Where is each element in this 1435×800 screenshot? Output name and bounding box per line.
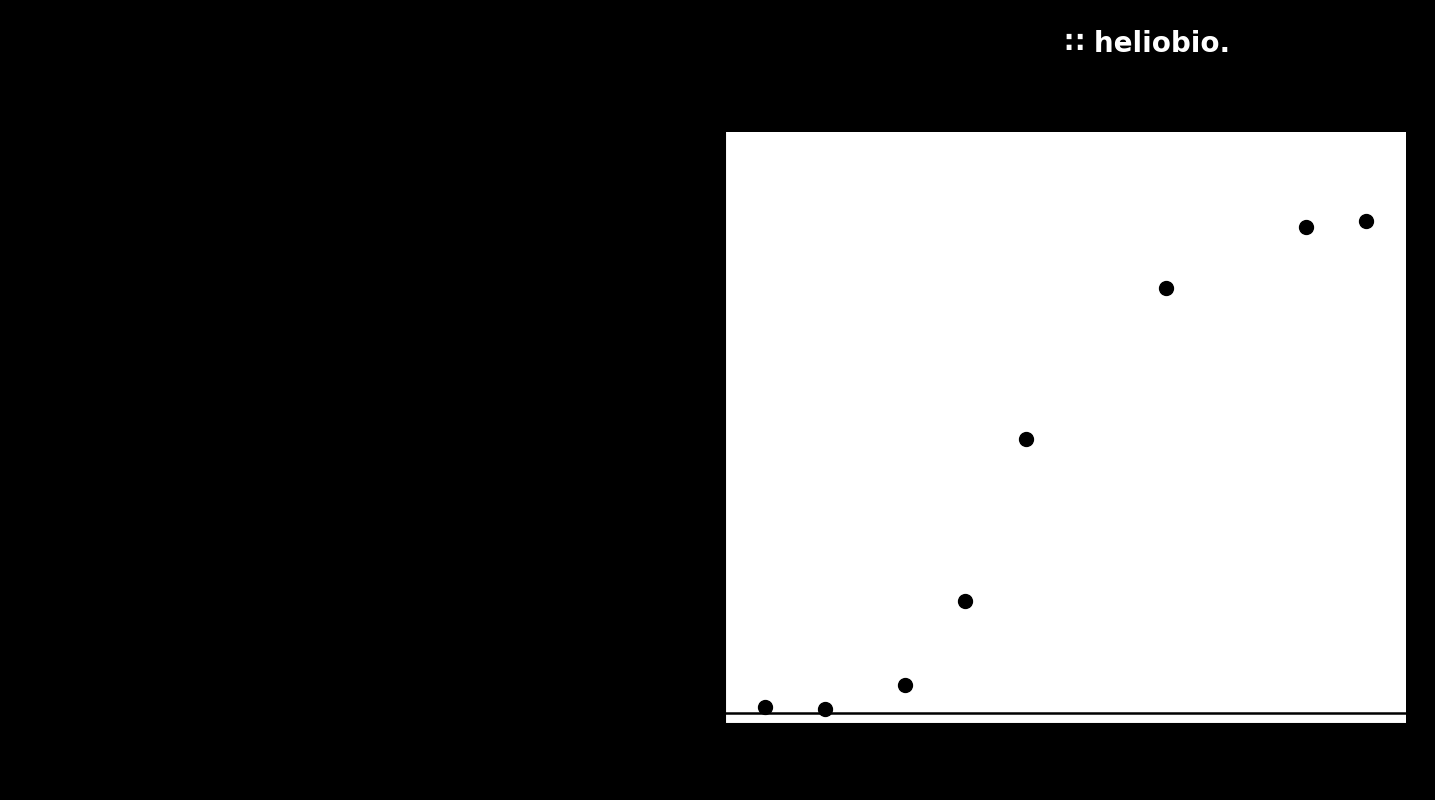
Point xyxy=(814,703,837,716)
Point xyxy=(894,678,917,691)
Point xyxy=(954,594,977,607)
Y-axis label: Signal: Signal xyxy=(659,391,679,465)
Point xyxy=(753,701,776,714)
Point xyxy=(1154,282,1177,294)
Point xyxy=(1355,215,1378,228)
Text: ∷ heliobio.: ∷ heliobio. xyxy=(1065,30,1231,58)
X-axis label: Log loading volume (μl): Log loading volume (μl) xyxy=(926,766,1205,786)
Point xyxy=(1294,221,1317,234)
Point xyxy=(1015,433,1038,446)
